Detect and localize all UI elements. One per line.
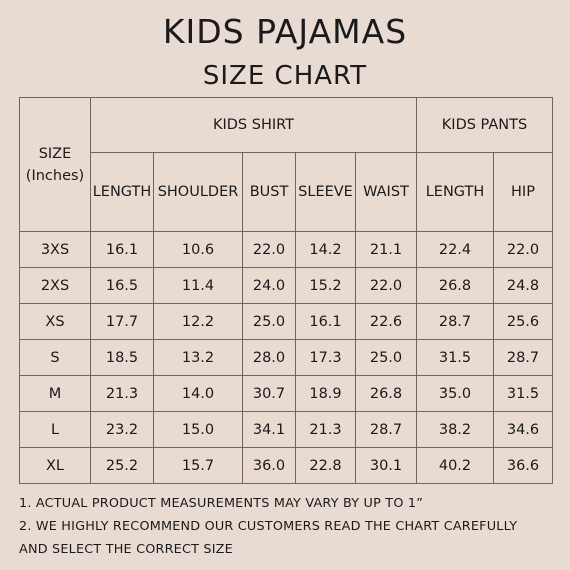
notes: 1. ACTUAL PRODUCT MEASUREMENTS MAY VARY …: [19, 492, 559, 561]
size-cell: 3XS: [19, 231, 91, 268]
column-header: LENGTH: [416, 152, 494, 232]
size-cell: L: [19, 411, 91, 448]
size-chart-table: SIZE (Inches) KIDS SHIRT KIDS PANTS LENG…: [19, 97, 554, 484]
table-row: S 18.5 13.2 28.0 17.3 25.0 31.5 28.7: [19, 339, 554, 376]
size-chart-body: 3XS 16.1 10.6 22.0 14.2 21.1 22.4 22.0 2XS 16.5 11…: [19, 231, 554, 484]
measurement-cell: 21.1: [355, 231, 417, 268]
measurement-cell: 22.4: [416, 231, 494, 268]
measurement-cell: 16.1: [90, 231, 154, 268]
group-header-row: SIZE (Inches) KIDS SHIRT KIDS PANTS: [19, 97, 554, 232]
measurement-cell: 25.2: [90, 447, 154, 484]
size-cell: M: [19, 375, 91, 412]
measurement-cell: 28.7: [492, 339, 554, 376]
measurement-cell: 22.0: [242, 231, 296, 268]
measurement-cell: 28.7: [355, 411, 417, 448]
measurement-cell: 25.6: [492, 303, 554, 340]
measurement-cell: 14.2: [295, 231, 356, 268]
size-cell: XS: [19, 303, 91, 340]
measurement-cell: 40.2: [416, 447, 494, 484]
measurement-cell: 26.8: [416, 267, 494, 304]
note-line: AND SELECT THE CORRECT SIZE: [19, 542, 233, 557]
size-cell: S: [19, 339, 91, 376]
measurement-cell: 15.2: [295, 267, 356, 304]
measurement-cell: 11.4: [153, 267, 243, 304]
measurement-cell: 24.8: [492, 267, 554, 304]
measurement-cell: 25.0: [355, 339, 417, 376]
measurement-cell: 28.0: [242, 339, 296, 376]
kids-shirt-group-header: KIDS SHIRT: [90, 97, 417, 153]
measurement-cell: 21.3: [90, 375, 154, 412]
measurement-cell: 21.3: [295, 411, 356, 448]
table-row: M 21.3 14.0 30.7 18.9 26.8 35.0 31.5: [19, 375, 554, 412]
measurement-cell: 31.5: [492, 375, 554, 412]
measurement-cell: 10.6: [153, 231, 243, 268]
measurement-cell: 15.0: [153, 411, 243, 448]
column-header-row: LENGTH SHOULDER BUST SLEEVE WAIST LENGTH HIP: [20, 152, 554, 232]
column-header: WAIST: [355, 152, 417, 232]
size-header-unit: (Inches): [25, 167, 85, 184]
size-column-header: SIZE (Inches): [19, 97, 91, 232]
size-cell: XL: [19, 447, 91, 484]
measurement-cell: 30.7: [242, 375, 296, 412]
measurement-cell: 34.6: [492, 411, 554, 448]
measurement-cell: 22.8: [295, 447, 356, 484]
measurement-cell: 24.0: [242, 267, 296, 304]
page-subtitle: SIZE CHART: [202, 61, 368, 91]
measurement-cell: 30.1: [355, 447, 417, 484]
measurement-cell: 38.2: [416, 411, 494, 448]
measurement-cell: 17.3: [295, 339, 356, 376]
measurement-cell: 22.6: [355, 303, 417, 340]
measurement-cell: 14.0: [153, 375, 243, 412]
measurement-cell: 22.0: [355, 267, 417, 304]
column-header: BUST: [242, 152, 296, 232]
measurement-cell: 22.0: [492, 231, 554, 268]
table-row: 3XS 16.1 10.6 22.0 14.2 21.1 22.4 22.0: [19, 231, 554, 268]
measurement-cell: 23.2: [90, 411, 154, 448]
measurement-cell: 34.1: [242, 411, 296, 448]
measurement-cell: 12.2: [153, 303, 243, 340]
measurement-cell: 31.5: [416, 339, 494, 376]
measurement-cell: 18.5: [90, 339, 154, 376]
size-cell: 2XS: [19, 267, 91, 304]
measurement-cell: 15.7: [153, 447, 243, 484]
table-row: XS 17.7 12.2 25.0 16.1 22.6 28.7 25.6: [19, 303, 554, 340]
column-header: SLEEVE: [295, 152, 356, 232]
measurement-cell: 28.7: [416, 303, 494, 340]
measurement-cell: 16.1: [295, 303, 356, 340]
page-title: KIDS PAJAMAS: [162, 12, 408, 51]
measurement-cell: 25.0: [242, 303, 296, 340]
measurement-cell: 36.0: [242, 447, 296, 484]
measurement-cell: 26.8: [355, 375, 417, 412]
table-row: L 23.2 15.0 34.1 21.3 28.7 38.2 34.6: [19, 411, 554, 448]
measurement-cell: 16.5: [90, 267, 154, 304]
measurement-cell: 35.0: [416, 375, 494, 412]
column-header: LENGTH: [90, 152, 154, 232]
measurement-cell: 17.7: [90, 303, 154, 340]
note-line: 2. WE HIGHLY RECOMMEND OUR CUSTOMERS REA…: [19, 519, 518, 534]
table-row: XL 25.2 15.7 36.0 22.8 30.1 40.2 36.6: [19, 447, 554, 484]
column-header: SHOULDER: [153, 152, 243, 232]
measurement-cell: 13.2: [153, 339, 243, 376]
size-header-label: SIZE: [38, 145, 72, 162]
measurement-cell: 18.9: [295, 375, 356, 412]
kids-pants-group-header: KIDS PANTS: [415, 97, 554, 153]
table-row: 2XS 16.5 11.4 24.0 15.2 22.0 26.8 24.8: [19, 267, 554, 304]
note-line: 1. ACTUAL PRODUCT MEASUREMENTS MAY VARY …: [19, 496, 424, 511]
measurement-cell: 36.6: [492, 447, 554, 484]
column-header: HIP: [492, 152, 554, 232]
